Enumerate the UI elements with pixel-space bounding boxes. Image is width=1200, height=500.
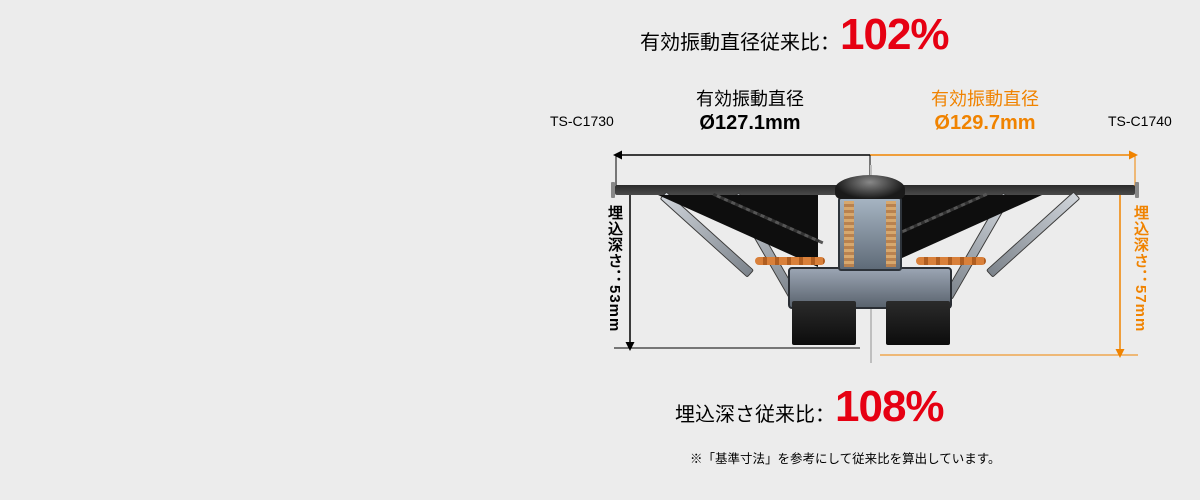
comparison-diagram: 有効振動直径従来比：102% TS-C1730 TS-C1740 有効振動直径 … [560, 10, 1180, 490]
magnet-block [792, 301, 856, 345]
headline-depth-value: 108% [835, 382, 944, 431]
dust-cap [835, 175, 905, 199]
speaker-cross-section [610, 175, 1140, 355]
voice-coil [838, 197, 902, 271]
headline-depth-ratio: 埋込深さ従来比：108% [675, 382, 944, 432]
headline-depth-label: 埋込深さ従来比： [675, 404, 835, 426]
flange-left [615, 185, 870, 195]
spider-ring [916, 257, 986, 265]
magnet-block [886, 301, 950, 345]
flange-right [880, 185, 1135, 195]
footnote: ※「基準寸法」を参考にして従来比を算出しています。 [690, 448, 1001, 467]
spider-ring [755, 257, 825, 265]
